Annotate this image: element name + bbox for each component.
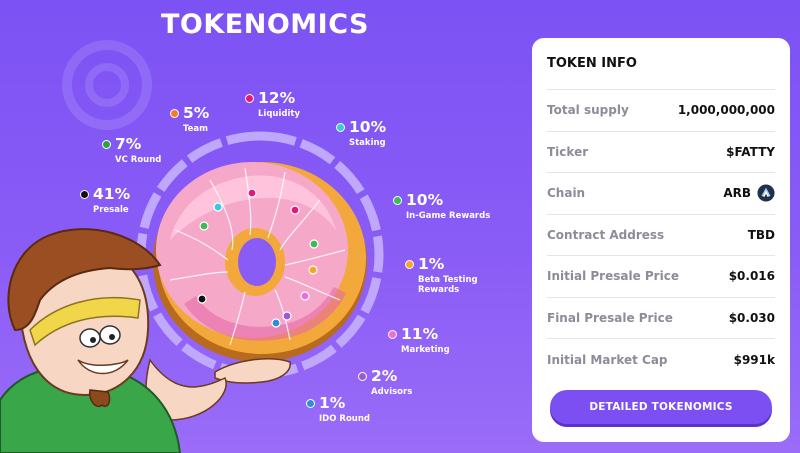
allocation-label: Presale xyxy=(93,204,129,215)
info-label: Contract Address xyxy=(547,227,665,242)
allocation-ido-round: 1% IDO Round xyxy=(306,394,370,424)
info-label: Chain xyxy=(547,186,586,201)
allocation-label-line2: Rewards xyxy=(418,285,460,295)
final-presale-price-value: $0.030 xyxy=(728,310,775,325)
info-label: Ticker xyxy=(547,144,589,159)
arbitrum-icon xyxy=(757,184,775,202)
allocation-percent: 1% xyxy=(319,394,346,412)
token-info-row-contract-address: Contract Address TBD xyxy=(547,215,775,256)
marketing-color-dot xyxy=(388,330,397,340)
initial-market-cap-value: $991k xyxy=(733,352,775,367)
allocation-in-game-rewards: 10% In-Game Rewards xyxy=(393,191,491,221)
team-color-dot xyxy=(170,109,179,119)
donut-illustration xyxy=(153,162,367,362)
tokenomics-graphic xyxy=(0,131,384,453)
allocation-percent: 10% xyxy=(406,191,444,209)
allocation-label: IDO Round xyxy=(319,413,370,424)
info-label: Initial Presale Price xyxy=(547,269,679,284)
initial-presale-price-value: $0.016 xyxy=(728,269,775,284)
page-title: TOKENOMICS xyxy=(161,9,369,40)
token-info-row-chain: Chain ARB xyxy=(547,173,775,215)
advisors-color-dot xyxy=(358,372,367,382)
beta-testing-rewards-color-dot xyxy=(405,260,414,270)
total-supply-value: 1,000,000,000 xyxy=(677,103,775,118)
allocation-percent: 7% xyxy=(115,135,142,153)
token-info-title: TOKEN INFO xyxy=(547,38,775,90)
vc-round-color-dot xyxy=(102,140,111,150)
allocation-presale: 41% Presale xyxy=(80,185,131,215)
allocation-percent: 12% xyxy=(258,89,296,107)
info-label: Final Presale Price xyxy=(547,310,673,325)
info-value: ARB xyxy=(723,184,775,202)
allocation-label: Staking xyxy=(349,137,386,148)
ido-round-color-dot xyxy=(306,399,315,409)
contract-address-value: TBD xyxy=(747,227,775,242)
info-value: $FATTY xyxy=(726,145,775,159)
allocation-label: Liquidity xyxy=(258,108,300,119)
allocation-percent: 2% xyxy=(371,367,398,385)
info-value: 1,000,000,000 xyxy=(678,103,775,117)
allocation-label: VC Round xyxy=(115,154,162,165)
allocation-percent: 41% xyxy=(93,185,131,203)
token-info-row-ticker: Ticker $FATTY xyxy=(547,132,775,173)
allocation-vc-round: 7% VC Round xyxy=(102,135,162,165)
info-value: $0.030 xyxy=(729,311,775,325)
chain-value: ARB xyxy=(723,186,751,201)
info-label: Initial Market Cap xyxy=(547,352,668,367)
allocation-label: Advisors xyxy=(371,386,413,397)
allocation-label: Team xyxy=(183,123,209,134)
allocation-label: In-Game Rewards xyxy=(406,210,491,221)
info-label: Total supply xyxy=(547,103,629,118)
token-info-row-initial-presale-price: Initial Presale Price $0.016 xyxy=(547,256,775,298)
detailed-tokenomics-button[interactable]: DETAILED TOKENOMICS xyxy=(550,390,772,424)
in-game-rewards-color-dot xyxy=(393,196,402,206)
allocation-advisors: 2% Advisors xyxy=(358,367,413,397)
allocation-label: Marketing xyxy=(401,344,450,355)
allocation-label-line1: Beta Testing xyxy=(418,274,478,285)
info-value: $0.016 xyxy=(729,269,775,283)
allocation-percent: 5% xyxy=(183,104,210,122)
allocation-marketing: 11% Marketing xyxy=(388,325,450,355)
token-info-row-total-supply: Total supply 1,000,000,000 xyxy=(547,90,775,132)
info-value: $991k xyxy=(734,353,775,367)
token-info-card: TOKEN INFO Total supply 1,000,000,000 Ti… xyxy=(532,38,790,442)
staking-color-dot xyxy=(336,123,345,133)
coin-watermark-icon xyxy=(62,40,152,130)
allocation-team: 5% Team xyxy=(170,104,210,134)
allocation-percent: 11% xyxy=(401,325,439,343)
token-info-row-initial-market-cap: Initial Market Cap $991k xyxy=(547,339,775,381)
allocation-liquidity: 12% Liquidity xyxy=(245,89,300,119)
allocation-beta-testing-rewards: 1% Beta Testing Rewards xyxy=(405,255,478,295)
token-info-row-final-presale-price: Final Presale Price $0.030 xyxy=(547,298,775,339)
mascot-character xyxy=(0,228,291,453)
presale-color-dot xyxy=(80,190,89,200)
allocation-percent: 1% xyxy=(418,255,445,273)
liquidity-color-dot xyxy=(245,94,254,104)
info-value: TBD xyxy=(748,228,775,242)
allocation-percent: 10% xyxy=(349,118,387,136)
allocation-staking: 10% Staking xyxy=(336,118,387,148)
ticker-value: $FATTY xyxy=(726,144,775,159)
